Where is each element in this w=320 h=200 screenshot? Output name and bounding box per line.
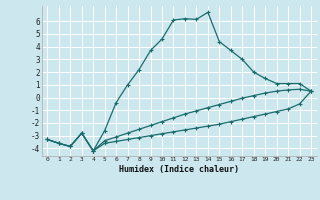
X-axis label: Humidex (Indice chaleur): Humidex (Indice chaleur)	[119, 165, 239, 174]
